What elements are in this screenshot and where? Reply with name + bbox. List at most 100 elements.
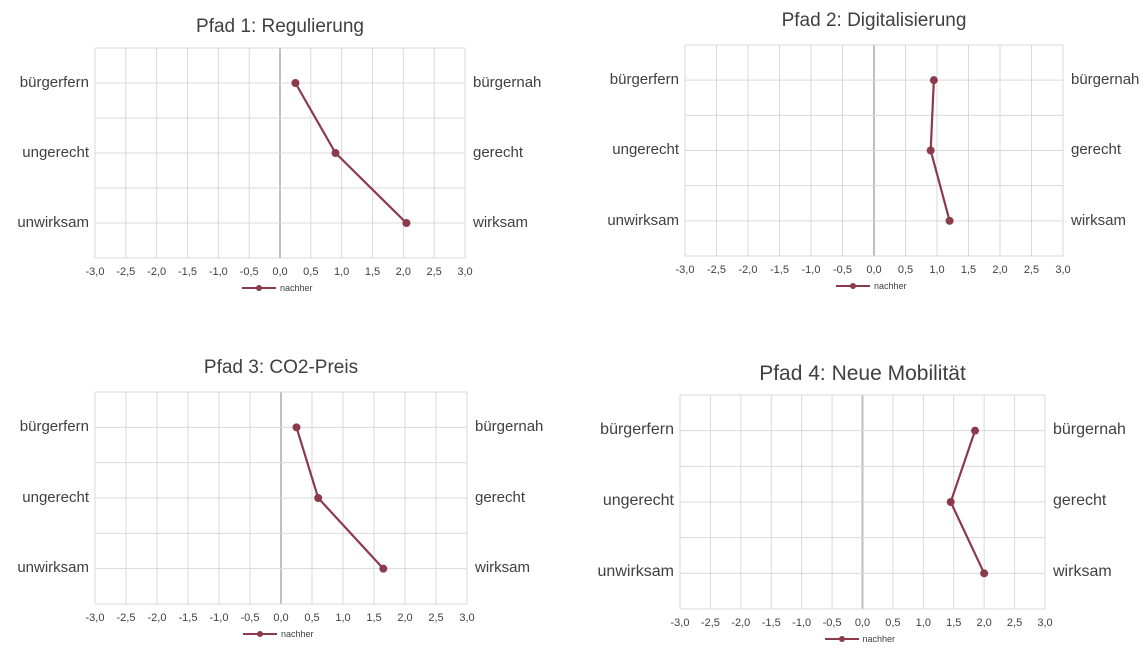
data-point-wirksam <box>402 219 411 227</box>
category-label-left: unwirksam <box>17 559 89 577</box>
category-label-right: gerecht <box>473 143 524 161</box>
data-point-bürgernah <box>291 79 300 87</box>
legend-label: nachher <box>281 629 314 639</box>
x-tick-label: 2,5 <box>426 266 442 278</box>
x-tick-label: -2,5 <box>116 612 136 624</box>
category-label-left: bürgerfern <box>19 73 89 91</box>
x-tick-label: 3,0 <box>459 612 475 624</box>
legend-label: nachher <box>280 283 313 293</box>
data-point-gerecht <box>314 494 323 502</box>
legend-label: nachher <box>874 281 907 291</box>
category-label-right: wirksam <box>475 559 530 577</box>
x-tick-label: -0,5 <box>239 266 259 278</box>
x-tick-label: 1,5 <box>366 612 382 624</box>
x-tick-label: -3,0 <box>85 612 105 624</box>
legend-line-marker-icon <box>243 630 277 638</box>
x-tick-label: 1,0 <box>929 264 945 276</box>
x-tick-label: -2,0 <box>738 264 758 276</box>
x-tick-label: 2,0 <box>395 266 411 278</box>
legend: nachher <box>242 283 313 293</box>
x-tick-label: -2,5 <box>116 266 136 278</box>
category-label-left: ungerecht <box>602 492 674 510</box>
data-point-gerecht <box>926 146 935 155</box>
category-label-right: gerecht <box>1071 141 1122 159</box>
category-label-left: unwirksam <box>597 563 674 581</box>
category-label-right: wirksam <box>473 213 528 231</box>
x-tick-label: -3,0 <box>85 266 105 278</box>
x-tick-label: 0,5 <box>304 612 320 624</box>
x-tick-label: 1,0 <box>334 266 350 278</box>
category-label-left: unwirksam <box>607 211 679 229</box>
chart-title: Pfad 1: Regulierung <box>196 16 364 37</box>
x-tick-label: -1,0 <box>209 612 229 624</box>
x-tick-label: -1,5 <box>178 612 198 624</box>
x-tick-label: 3,0 <box>457 266 473 278</box>
x-tick-label: -1,5 <box>761 617 781 629</box>
x-tick-label: 2,5 <box>428 612 444 624</box>
category-label-left: bürgerfern <box>609 70 679 88</box>
x-tick-label: 1,5 <box>364 266 381 278</box>
category-label-left: ungerecht <box>22 143 89 161</box>
legend-line-marker-icon <box>836 282 870 290</box>
x-tick-label: -2,5 <box>700 617 720 629</box>
x-tick-label: 1,5 <box>946 617 962 629</box>
data-point-bürgernah <box>929 76 938 85</box>
chart-title: Pfad 2: Digitalisierung <box>781 10 967 31</box>
x-tick-label: -0,5 <box>240 612 260 624</box>
category-label-right: bürgernah <box>1053 420 1126 438</box>
x-tick-label: -1,0 <box>801 264 821 276</box>
category-label-left: ungerecht <box>22 488 89 506</box>
legend-line-marker-icon <box>242 284 276 292</box>
x-tick-label: -2,0 <box>731 617 751 629</box>
x-tick-label: 0,0 <box>866 264 882 276</box>
x-tick-label: 2,0 <box>397 612 413 624</box>
legend-line-marker-icon <box>824 635 859 643</box>
category-label-right: wirksam <box>1053 563 1112 581</box>
x-tick-label: 3,0 <box>1037 617 1053 629</box>
x-tick-label: 1,0 <box>335 612 351 624</box>
x-tick-label: -1,0 <box>792 617 812 629</box>
category-label-left: unwirksam <box>17 213 89 231</box>
x-tick-label: 0,5 <box>885 617 901 629</box>
x-tick-label: -3,0 <box>675 264 695 276</box>
x-tick-label: 1,5 <box>960 264 977 276</box>
x-tick-label: 2,5 <box>1006 617 1023 629</box>
x-tick-label: 0,0 <box>273 612 289 624</box>
data-point-wirksam <box>945 216 954 225</box>
legend: nachher <box>824 634 896 644</box>
x-tick-label: -2,5 <box>707 264 726 276</box>
data-point-bürgernah <box>971 426 980 435</box>
legend: nachher <box>243 629 314 639</box>
legend-label: nachher <box>862 634 896 644</box>
x-tick-label: -2,0 <box>147 612 167 624</box>
chart-title: Pfad 3: CO2-Preis <box>203 357 359 378</box>
category-label-left: bürgerfern <box>600 420 674 438</box>
data-point-wirksam <box>980 569 989 578</box>
x-tick-label: -1,5 <box>770 264 789 276</box>
category-label-right: wirksam <box>1071 211 1126 229</box>
x-tick-label: -0,5 <box>833 264 852 276</box>
x-tick-label: 2,5 <box>1023 264 1040 276</box>
x-tick-label: 3,0 <box>1055 264 1071 276</box>
category-label-right: bürgernah <box>475 418 544 436</box>
data-point-wirksam <box>379 564 388 573</box>
data-point-bürgernah <box>292 423 301 432</box>
data-point-gerecht <box>946 498 955 506</box>
legend: nachher <box>836 281 907 291</box>
chart-title: Pfad 4: Neue Mobilität <box>759 362 966 385</box>
x-tick-label: 0,0 <box>854 617 871 629</box>
x-tick-label: 0,0 <box>272 266 288 278</box>
x-tick-label: -3,0 <box>670 617 690 629</box>
data-point-gerecht <box>331 149 340 157</box>
category-label-right: gerecht <box>475 488 526 506</box>
x-tick-label: 0,5 <box>897 264 914 276</box>
category-label-left: bürgerfern <box>19 418 89 436</box>
x-tick-label: 0,5 <box>303 266 319 278</box>
